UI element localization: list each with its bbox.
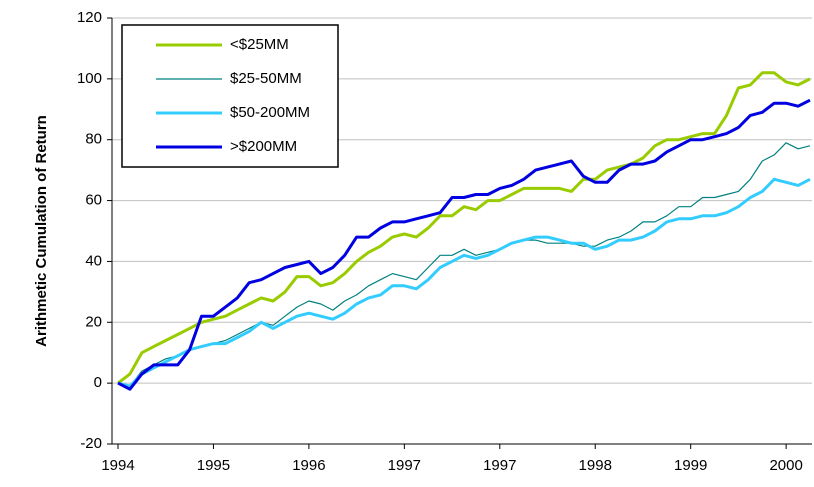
x-tick-label: 1999 (674, 457, 707, 474)
series-line (117, 142, 811, 387)
y-tick-label: 20 (85, 313, 102, 330)
x-tick-label: 1998 (579, 457, 612, 474)
x-tick-label: 1995 (197, 457, 230, 474)
y-tick-label: 40 (85, 252, 102, 269)
legend-label: >$200MM (230, 138, 297, 155)
legend-box (121, 24, 339, 168)
y-axis-title: Arithmetic Cumulation of Return (33, 115, 50, 347)
legend-label: $25-50MM (230, 70, 302, 87)
series-line (117, 98, 811, 391)
y-tick-label: -20 (80, 435, 102, 452)
x-tick-label: 1996 (292, 457, 325, 474)
series-line (117, 71, 811, 385)
series-line (117, 177, 811, 388)
x-tick-label: 1997 (483, 457, 516, 474)
legend-label: $50-200MM (230, 104, 310, 121)
y-tick-label: 100 (77, 70, 102, 87)
y-tick-label: 0 (94, 374, 102, 391)
legend-label: <$25MM (230, 36, 289, 53)
x-tick-label: 1997 (388, 457, 421, 474)
x-tick-label: 2000 (769, 457, 802, 474)
y-tick-label: 60 (85, 192, 102, 209)
x-tick-label: 1994 (101, 457, 134, 474)
y-tick-label: 120 (77, 9, 102, 26)
y-tick-label: 80 (85, 131, 102, 148)
